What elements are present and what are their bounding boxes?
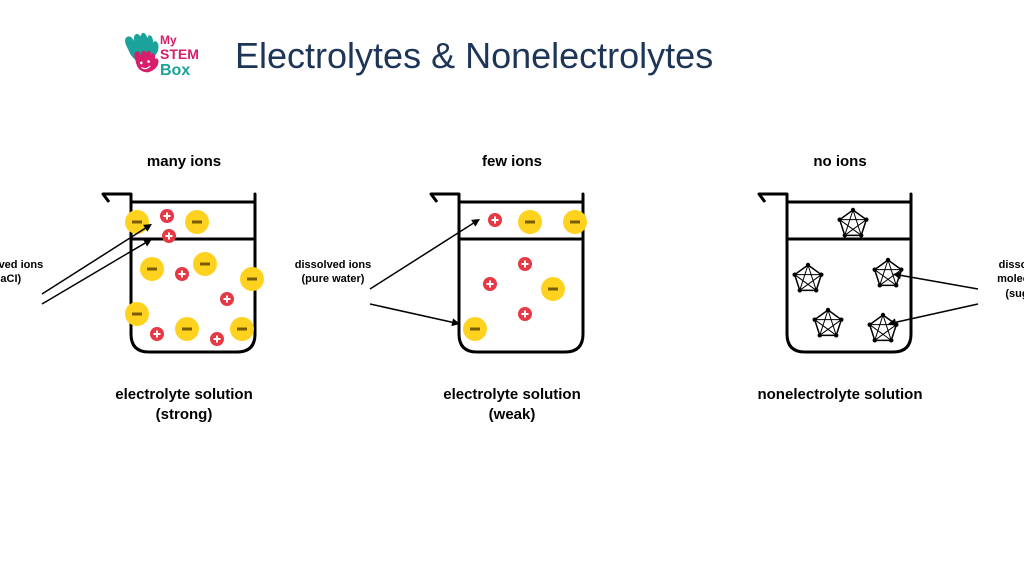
pointer-arrow [888,304,978,326]
positive-ion [175,267,189,281]
ions-count-label: few ions [482,153,542,170]
pointer-arrow [893,271,978,289]
logo-my: My [160,33,177,47]
positive-ion [483,277,497,291]
positive-ion [518,257,532,271]
negative-ion [185,210,209,234]
negative-ion [541,277,565,301]
molecule-icon [837,208,868,238]
pointer-arrow [370,219,480,289]
solution-caption: electrolyte solution(weak) [443,385,581,426]
negative-ion [240,267,264,291]
pointer-arrow [42,239,152,304]
brand-logo: My STEM Box [110,28,205,83]
molecule-icon [792,263,823,293]
positive-ion [220,292,234,306]
negative-ion [140,257,164,281]
pointer-arrow [370,304,460,326]
negative-ion [125,210,149,234]
solution-caption: nonelectrolyte solution [757,385,922,405]
side-annotation: dissolved molecules(sugar) [979,258,1024,301]
diagram-row: many ions [0,153,1024,426]
beaker-panel: many ions [60,153,308,426]
ions-count-label: no ions [813,153,866,170]
positive-ion [150,327,164,341]
beaker [97,184,272,359]
logo-box: Box [160,62,190,79]
logo-stem: STEM [160,46,199,62]
positive-ion [518,307,532,321]
beaker [425,184,600,359]
negative-ion [125,302,149,326]
solution-caption: electrolyte solution(strong) [115,385,253,426]
negative-ion [518,210,542,234]
side-annotation: dissolved ions(NaCI) [0,258,50,287]
page-title: Electrolytes & Nonelectrolytes [235,35,713,77]
pointer-arrow [42,224,152,294]
positive-ion [488,213,502,227]
negative-ion [193,252,217,276]
positive-ion [160,209,174,223]
negative-ion [230,317,254,341]
positive-ion [210,332,224,346]
beaker [753,184,928,359]
molecule-icon [867,313,898,343]
side-annotation: dissolved ions(pure water) [288,258,378,287]
positive-ion [162,229,176,243]
negative-ion [175,317,199,341]
beaker-panel: no ions nonelectrolyte solutiondissolved… [716,153,964,426]
negative-ion [563,210,587,234]
negative-ion [463,317,487,341]
molecule-icon [812,308,843,338]
ions-count-label: many ions [147,153,221,170]
beaker-panel: few ions e [388,153,636,426]
